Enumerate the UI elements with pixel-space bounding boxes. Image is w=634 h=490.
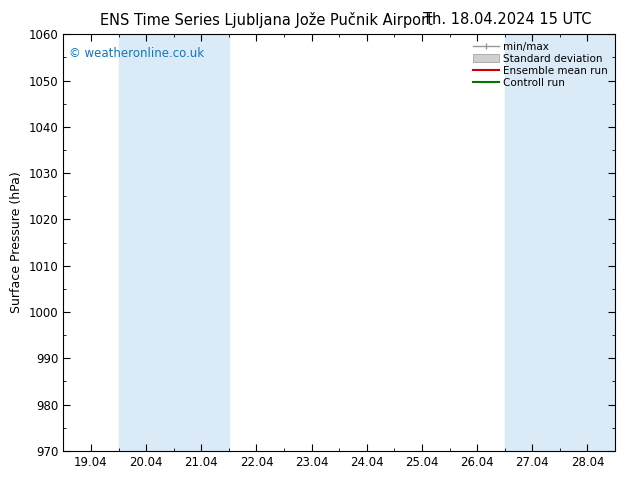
Y-axis label: Surface Pressure (hPa): Surface Pressure (hPa) — [10, 172, 23, 314]
Text: © weatheronline.co.uk: © weatheronline.co.uk — [69, 47, 204, 60]
Text: ENS Time Series Ljubljana Jože Pučnik Airport: ENS Time Series Ljubljana Jože Pučnik Ai… — [100, 12, 433, 28]
Bar — [505, 34, 615, 451]
Legend: min/max, Standard deviation, Ensemble mean run, Controll run: min/max, Standard deviation, Ensemble me… — [470, 40, 610, 90]
Bar — [119, 34, 229, 451]
Text: Th. 18.04.2024 15 UTC: Th. 18.04.2024 15 UTC — [423, 12, 592, 27]
